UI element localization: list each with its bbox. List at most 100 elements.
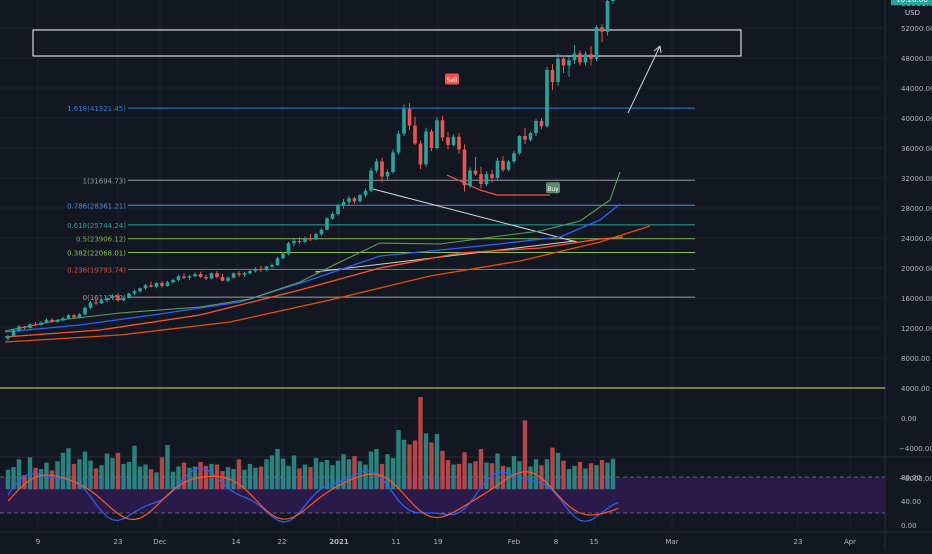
candle-body[interactable] — [149, 285, 153, 287]
candle-body[interactable] — [297, 241, 302, 242]
candle-body[interactable] — [165, 282, 170, 286]
candle-body[interactable] — [589, 54, 593, 59]
candle-body[interactable] — [154, 283, 159, 287]
candle-body[interactable] — [583, 54, 588, 63]
candle-body[interactable] — [506, 161, 511, 170]
candle-body[interactable] — [325, 218, 329, 230]
candle-body[interactable] — [33, 324, 38, 326]
candle-body[interactable] — [484, 174, 489, 184]
signal-sell-marker[interactable]: Sell — [445, 73, 459, 85]
candle-body[interactable] — [220, 277, 225, 281]
candle-body[interactable] — [270, 265, 274, 267]
candle-body[interactable] — [88, 302, 93, 308]
candle-body[interactable] — [451, 136, 456, 145]
candle-body[interactable] — [275, 258, 280, 265]
candle-body[interactable] — [446, 137, 450, 146]
candle-body[interactable] — [127, 293, 131, 299]
candle-body[interactable] — [105, 298, 109, 301]
candle-body[interactable] — [22, 326, 27, 329]
candle-body[interactable] — [286, 243, 291, 254]
candle-body[interactable] — [319, 229, 324, 235]
trend-line-lower[interactable] — [314, 240, 576, 273]
candle-body[interactable] — [440, 120, 445, 138]
candle-body[interactable] — [187, 276, 192, 278]
candle-body[interactable] — [336, 205, 340, 214]
candle-body[interactable] — [39, 322, 43, 325]
candle-body[interactable] — [512, 153, 516, 162]
candle-body[interactable] — [61, 318, 65, 321]
candle-body[interactable] — [495, 160, 500, 178]
candle-body[interactable] — [253, 268, 258, 271]
candle-body[interactable] — [121, 298, 126, 301]
candle-body[interactable] — [292, 241, 296, 244]
candle-body[interactable] — [567, 60, 571, 66]
candle-body[interactable] — [231, 273, 236, 278]
candle-body[interactable] — [17, 326, 21, 331]
candle-body[interactable] — [407, 109, 412, 126]
candle-body[interactable] — [303, 238, 307, 242]
candle-body[interactable] — [396, 133, 401, 153]
candle-body[interactable] — [429, 131, 434, 149]
candle-body[interactable] — [550, 70, 555, 82]
candle-body[interactable] — [611, 0, 615, 1]
candle-body[interactable] — [424, 131, 428, 165]
candle-body[interactable] — [50, 319, 54, 322]
candle-body[interactable] — [578, 53, 582, 63]
candle-body[interactable] — [215, 273, 219, 277]
candle-body[interactable] — [281, 253, 285, 259]
candle-body[interactable] — [182, 276, 186, 278]
candle-body[interactable] — [534, 121, 538, 133]
candle-body[interactable] — [72, 315, 76, 318]
candle-body[interactable] — [572, 53, 577, 61]
candle-body[interactable] — [242, 273, 247, 275]
candle-body[interactable] — [237, 273, 241, 275]
candle-body[interactable] — [204, 277, 208, 279]
candle-body[interactable] — [473, 170, 478, 175]
candle-body[interactable] — [556, 58, 560, 82]
candle-body[interactable] — [462, 149, 467, 186]
signal-buy-marker[interactable]: Buy — [546, 182, 560, 194]
candle-body[interactable] — [116, 295, 120, 301]
trend-line-upper[interactable] — [372, 188, 578, 243]
candle-body[interactable] — [594, 27, 599, 59]
candle-body[interactable] — [99, 300, 104, 304]
candle-body[interactable] — [418, 143, 423, 165]
candle-body[interactable] — [55, 320, 60, 323]
candle-body[interactable] — [259, 268, 263, 271]
candle-body[interactable] — [435, 120, 439, 148]
candle-body[interactable] — [517, 136, 522, 154]
candle-body[interactable] — [264, 266, 269, 271]
candle-body[interactable] — [330, 214, 335, 219]
candle-body[interactable] — [44, 319, 49, 323]
target-box[interactable] — [32, 29, 742, 57]
candle-body[interactable] — [600, 27, 604, 32]
candle-body[interactable] — [413, 125, 417, 144]
candle-body[interactable] — [545, 70, 549, 127]
candle-body[interactable] — [468, 170, 472, 186]
candle-body[interactable] — [380, 161, 384, 177]
candle-body[interactable] — [83, 307, 87, 315]
candle-body[interactable] — [110, 295, 115, 298]
candle-body[interactable] — [539, 121, 544, 127]
candle-body[interactable] — [341, 202, 346, 206]
candle-body[interactable] — [561, 58, 566, 66]
candle-body[interactable] — [352, 198, 357, 202]
candle-body[interactable] — [132, 291, 137, 294]
candle-body[interactable] — [528, 133, 533, 140]
candle-body[interactable] — [385, 172, 390, 177]
candle-body[interactable] — [523, 136, 527, 140]
candle-body[interactable] — [176, 276, 181, 280]
candle-body[interactable] — [160, 283, 164, 286]
candle-body[interactable] — [314, 234, 318, 240]
candle-body[interactable] — [94, 302, 98, 304]
candle-body[interactable] — [77, 314, 82, 318]
candle-body[interactable] — [143, 285, 148, 289]
candle-body[interactable] — [308, 238, 313, 240]
candle-body[interactable] — [11, 330, 16, 337]
candle-body[interactable] — [605, 1, 610, 32]
candle-body[interactable] — [391, 152, 395, 173]
candle-body[interactable] — [209, 273, 214, 279]
candle-body[interactable] — [347, 198, 351, 202]
